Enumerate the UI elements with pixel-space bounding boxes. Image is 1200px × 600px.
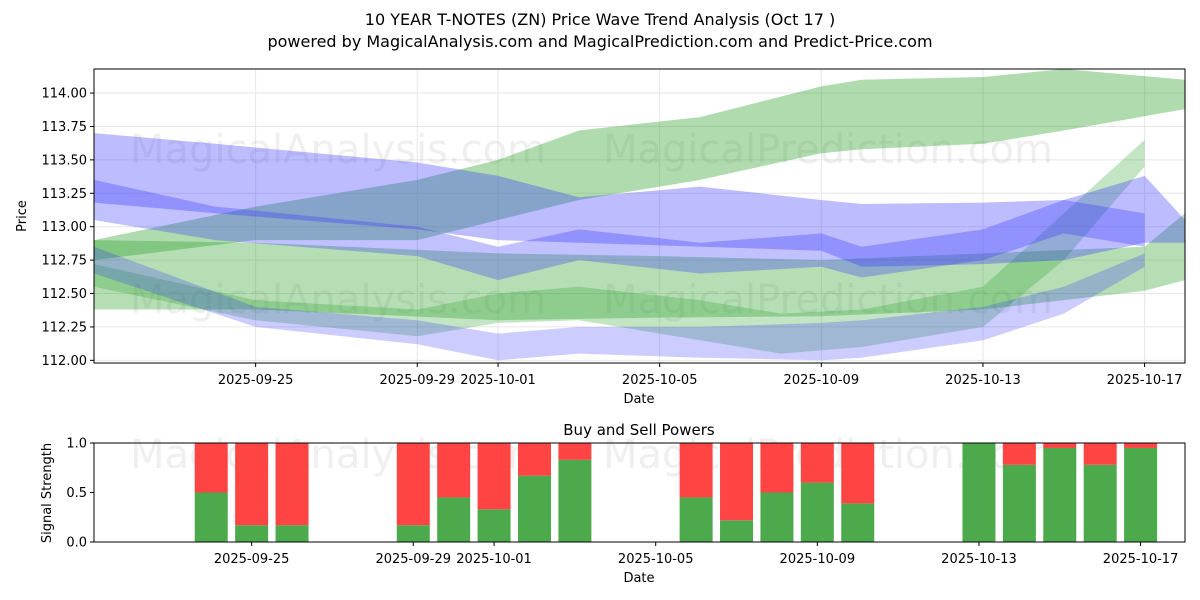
buy-bar	[760, 492, 794, 542]
watermark-analysis-lower: MagicalAnalysis.com	[130, 277, 546, 323]
watermark-analysis: MagicalAnalysis.com	[130, 127, 546, 173]
buy-sell-x-tick-label: 2025-10-09	[780, 552, 856, 567]
blue-wave-middle	[94, 179, 1145, 281]
sell-bar	[760, 443, 794, 493]
buy-bar	[558, 459, 592, 542]
green-wave-flat	[94, 213, 1185, 321]
price-plot-frame	[93, 68, 1186, 364]
buy-sell-x-label: Date	[623, 571, 654, 586]
buy-sell-x-tick-label: 2025-09-29	[375, 552, 451, 567]
buy-bar	[1124, 447, 1158, 542]
green-wave-upper	[94, 69, 1185, 261]
sell-bar	[679, 443, 713, 498]
sell-bar	[1043, 443, 1077, 448]
buy-bar	[841, 503, 875, 542]
price-x-tick-label: 2025-10-09	[784, 373, 860, 388]
buy-sell-x-axis: 2025-09-25 2025-09-29 2025-10-01 2025-10-05…	[214, 542, 1179, 567]
price-grid	[94, 69, 1185, 363]
price-x-axis: 2025-09-25 2025-09-29 2025-10-01 2025-10-05…	[218, 363, 1183, 388]
buy-sell-bars	[194, 443, 1158, 542]
price-x-tick-label: 2025-09-29	[379, 373, 455, 388]
price-wave-chart: MagicalAnalysis.com MagicalPrediction.co…	[15, 68, 1186, 407]
sell-bar	[558, 443, 592, 460]
buy-bar	[800, 482, 834, 542]
sell-bar	[396, 443, 430, 526]
watermark-prediction-lower: MagicalPrediction.com	[603, 277, 1053, 323]
buy-bar	[275, 525, 309, 542]
buy-sell-x-tick-label: 2025-09-25	[214, 552, 290, 567]
figure-title: 10 YEAR T-NOTES (ZN) Price Wave Trend An…	[365, 10, 835, 29]
buy-sell-y-tick-label: 1.0	[66, 437, 87, 452]
sell-bar	[517, 443, 551, 476]
buy-bar	[437, 497, 471, 542]
buy-bar	[720, 520, 754, 542]
buy-bar	[679, 497, 713, 542]
price-plot-area	[94, 69, 1185, 363]
buy-bar	[194, 492, 228, 542]
buy-bar	[477, 509, 511, 542]
buy-sell-title: Buy and Sell Powers	[563, 421, 715, 439]
sell-bar	[1083, 443, 1117, 465]
price-y-tick-label: 112.00	[42, 354, 88, 369]
sell-bar	[235, 443, 269, 526]
price-y-tick-label: 112.75	[42, 254, 88, 269]
buy-bar	[962, 443, 996, 542]
blue-wave-upper	[94, 133, 1185, 267]
sell-bar	[477, 443, 511, 510]
price-y-tick-label: 112.25	[42, 320, 88, 335]
sell-bar	[437, 443, 471, 498]
buy-sell-y-label: Signal Strength	[40, 443, 55, 543]
sell-bar	[720, 443, 754, 521]
buy-sell-x-tick-label: 2025-10-01	[456, 552, 532, 567]
blue-wave-lower	[94, 246, 1145, 361]
price-y-tick-label: 113.75	[42, 120, 88, 135]
price-x-label: Date	[623, 392, 654, 407]
buy-sell-chart: Buy and Sell Powers MagicalAnalysis.com …	[40, 421, 1186, 586]
price-x-tick-label: 2025-10-05	[622, 373, 698, 388]
sell-bar	[841, 443, 875, 504]
price-x-tick-label: 2025-10-13	[945, 373, 1021, 388]
buy-sell-x-tick-label: 2025-10-17	[1103, 552, 1179, 567]
price-x-tick-label: 2025-10-17	[1107, 373, 1183, 388]
price-x-tick-label: 2025-09-25	[218, 373, 294, 388]
sell-bar	[800, 443, 834, 483]
buy-bar	[235, 525, 269, 542]
sell-bar	[194, 443, 228, 493]
sell-bar	[1124, 443, 1158, 448]
buy-sell-y-tick-label: 0.5	[66, 486, 87, 501]
buy-sell-x-tick-label: 2025-10-13	[941, 552, 1017, 567]
price-y-tick-label: 113.25	[42, 187, 88, 202]
buy-bar	[1002, 464, 1036, 542]
price-y-tick-label: 114.00	[42, 87, 88, 102]
price-x-tick-label: 2025-10-01	[460, 373, 536, 388]
buy-sell-y-tick-label: 0.0	[66, 536, 87, 551]
buy-bar	[396, 525, 430, 542]
price-wave-bands	[94, 69, 1185, 361]
buy-sell-y-axis: 0.0 0.5 1.0	[66, 437, 94, 551]
price-y-axis: 112.00 112.25 112.50 112.75 113.00 113.25 113.…	[42, 87, 94, 369]
figure-subtitle: powered by MagicalAnalysis.com and Magic…	[267, 32, 932, 51]
sell-bar	[275, 443, 309, 526]
buy-bar	[1083, 464, 1117, 542]
sell-bar	[1002, 443, 1036, 465]
price-y-label: Price	[15, 200, 30, 232]
buy-sell-x-tick-label: 2025-10-05	[618, 552, 694, 567]
buy-bar	[517, 475, 551, 542]
green-wave-lower	[94, 139, 1145, 354]
price-y-tick-label: 112.50	[42, 287, 88, 302]
watermark-prediction: MagicalPrediction.com	[603, 127, 1053, 173]
price-y-tick-label: 113.50	[42, 153, 88, 168]
buy-bar	[1043, 447, 1077, 542]
price-y-tick-label: 113.00	[42, 220, 88, 235]
price-watermarks: MagicalAnalysis.com MagicalPrediction.co…	[130, 127, 1053, 323]
